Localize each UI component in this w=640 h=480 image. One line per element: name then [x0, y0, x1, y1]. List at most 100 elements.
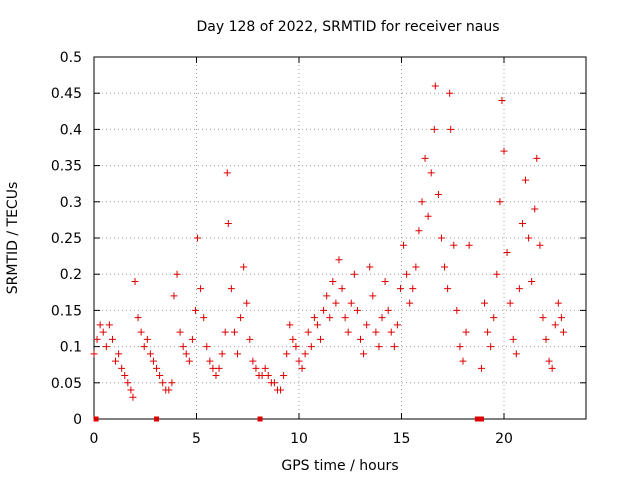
- data-point: [283, 350, 291, 358]
- data-point: [191, 306, 199, 314]
- data-point: [406, 299, 414, 307]
- zero-value-marker: [93, 416, 99, 422]
- data-point: [329, 277, 337, 285]
- data-point: [332, 299, 340, 307]
- data-point: [317, 335, 325, 343]
- x-axis-label: GPS time / hours: [281, 458, 398, 474]
- x-tick-label: 15: [393, 431, 411, 447]
- data-point: [409, 285, 417, 293]
- data-point: [375, 343, 383, 351]
- data-point: [369, 292, 377, 300]
- data-point: [551, 321, 559, 329]
- data-point: [487, 343, 495, 351]
- data-point: [557, 314, 565, 322]
- data-point: [156, 372, 164, 380]
- data-point: [412, 263, 420, 271]
- data-point: [240, 263, 248, 271]
- data-point: [528, 277, 536, 285]
- data-point: [176, 328, 184, 336]
- data-point: [140, 343, 148, 351]
- data-point: [390, 343, 398, 351]
- data-point: [121, 372, 129, 380]
- y-tick-label: 0.05: [51, 376, 82, 392]
- data-point: [323, 292, 331, 300]
- data-point: [450, 241, 458, 249]
- data-point: [218, 350, 226, 358]
- y-tick-label: 0.5: [60, 50, 82, 66]
- data-point: [159, 379, 167, 387]
- data-point: [548, 364, 556, 372]
- y-tick-label: 0.35: [51, 159, 82, 175]
- data-point: [93, 335, 101, 343]
- data-point: [105, 321, 113, 329]
- data-point: [165, 386, 173, 394]
- data-point: [153, 364, 161, 372]
- data-point: [360, 350, 368, 358]
- data-point: [209, 364, 217, 372]
- data-point: [341, 314, 349, 322]
- data-point: [129, 393, 137, 401]
- data-point: [298, 364, 306, 372]
- y-tick-label: 0: [73, 412, 82, 428]
- data-point: [182, 350, 190, 358]
- data-point: [518, 220, 526, 228]
- data-point: [522, 176, 530, 184]
- data-point: [437, 234, 445, 242]
- data-point: [459, 357, 467, 365]
- data-point: [108, 335, 116, 343]
- data-point: [277, 386, 285, 394]
- data-points: [90, 82, 567, 422]
- data-point: [326, 314, 334, 322]
- data-point: [313, 321, 321, 329]
- data-point: [224, 220, 232, 228]
- chart-title: Day 128 of 2022, SRMTID for receiver nau…: [196, 19, 499, 35]
- data-point: [421, 154, 429, 162]
- data-point: [481, 299, 489, 307]
- data-point: [381, 277, 389, 285]
- data-point: [127, 386, 135, 394]
- data-point: [261, 364, 269, 372]
- data-point: [102, 343, 110, 351]
- data-point: [424, 212, 432, 220]
- data-point: [258, 372, 266, 380]
- data-point: [90, 350, 98, 358]
- data-point: [378, 314, 386, 322]
- y-tick-label: 0.4: [60, 122, 82, 138]
- data-point: [215, 364, 223, 372]
- data-point: [249, 357, 257, 365]
- data-point: [286, 321, 294, 329]
- data-point: [506, 299, 514, 307]
- zero-value-marker: [154, 416, 160, 422]
- data-point: [304, 328, 312, 336]
- data-point: [243, 299, 251, 307]
- data-point: [509, 335, 517, 343]
- data-point: [307, 343, 315, 351]
- data-point: [149, 357, 157, 365]
- data-point: [292, 343, 300, 351]
- data-point: [447, 125, 455, 133]
- data-point: [350, 270, 358, 278]
- data-point: [188, 335, 196, 343]
- data-point: [203, 343, 211, 351]
- data-point: [237, 314, 245, 322]
- data-point: [197, 285, 205, 293]
- data-point: [96, 321, 104, 329]
- data-point: [280, 372, 288, 380]
- data-point: [427, 169, 435, 177]
- y-tick-label: 0.45: [51, 86, 82, 102]
- data-point: [539, 314, 547, 322]
- zero-value-marker: [478, 416, 484, 422]
- data-point: [252, 364, 260, 372]
- data-point: [434, 191, 442, 199]
- data-point: [363, 321, 371, 329]
- data-point: [418, 198, 426, 206]
- data-point: [396, 285, 404, 293]
- data-point: [372, 328, 380, 336]
- data-point: [542, 335, 550, 343]
- data-point: [168, 379, 176, 387]
- data-point: [146, 350, 154, 358]
- data-point: [347, 299, 355, 307]
- data-point: [179, 343, 187, 351]
- data-point: [320, 306, 328, 314]
